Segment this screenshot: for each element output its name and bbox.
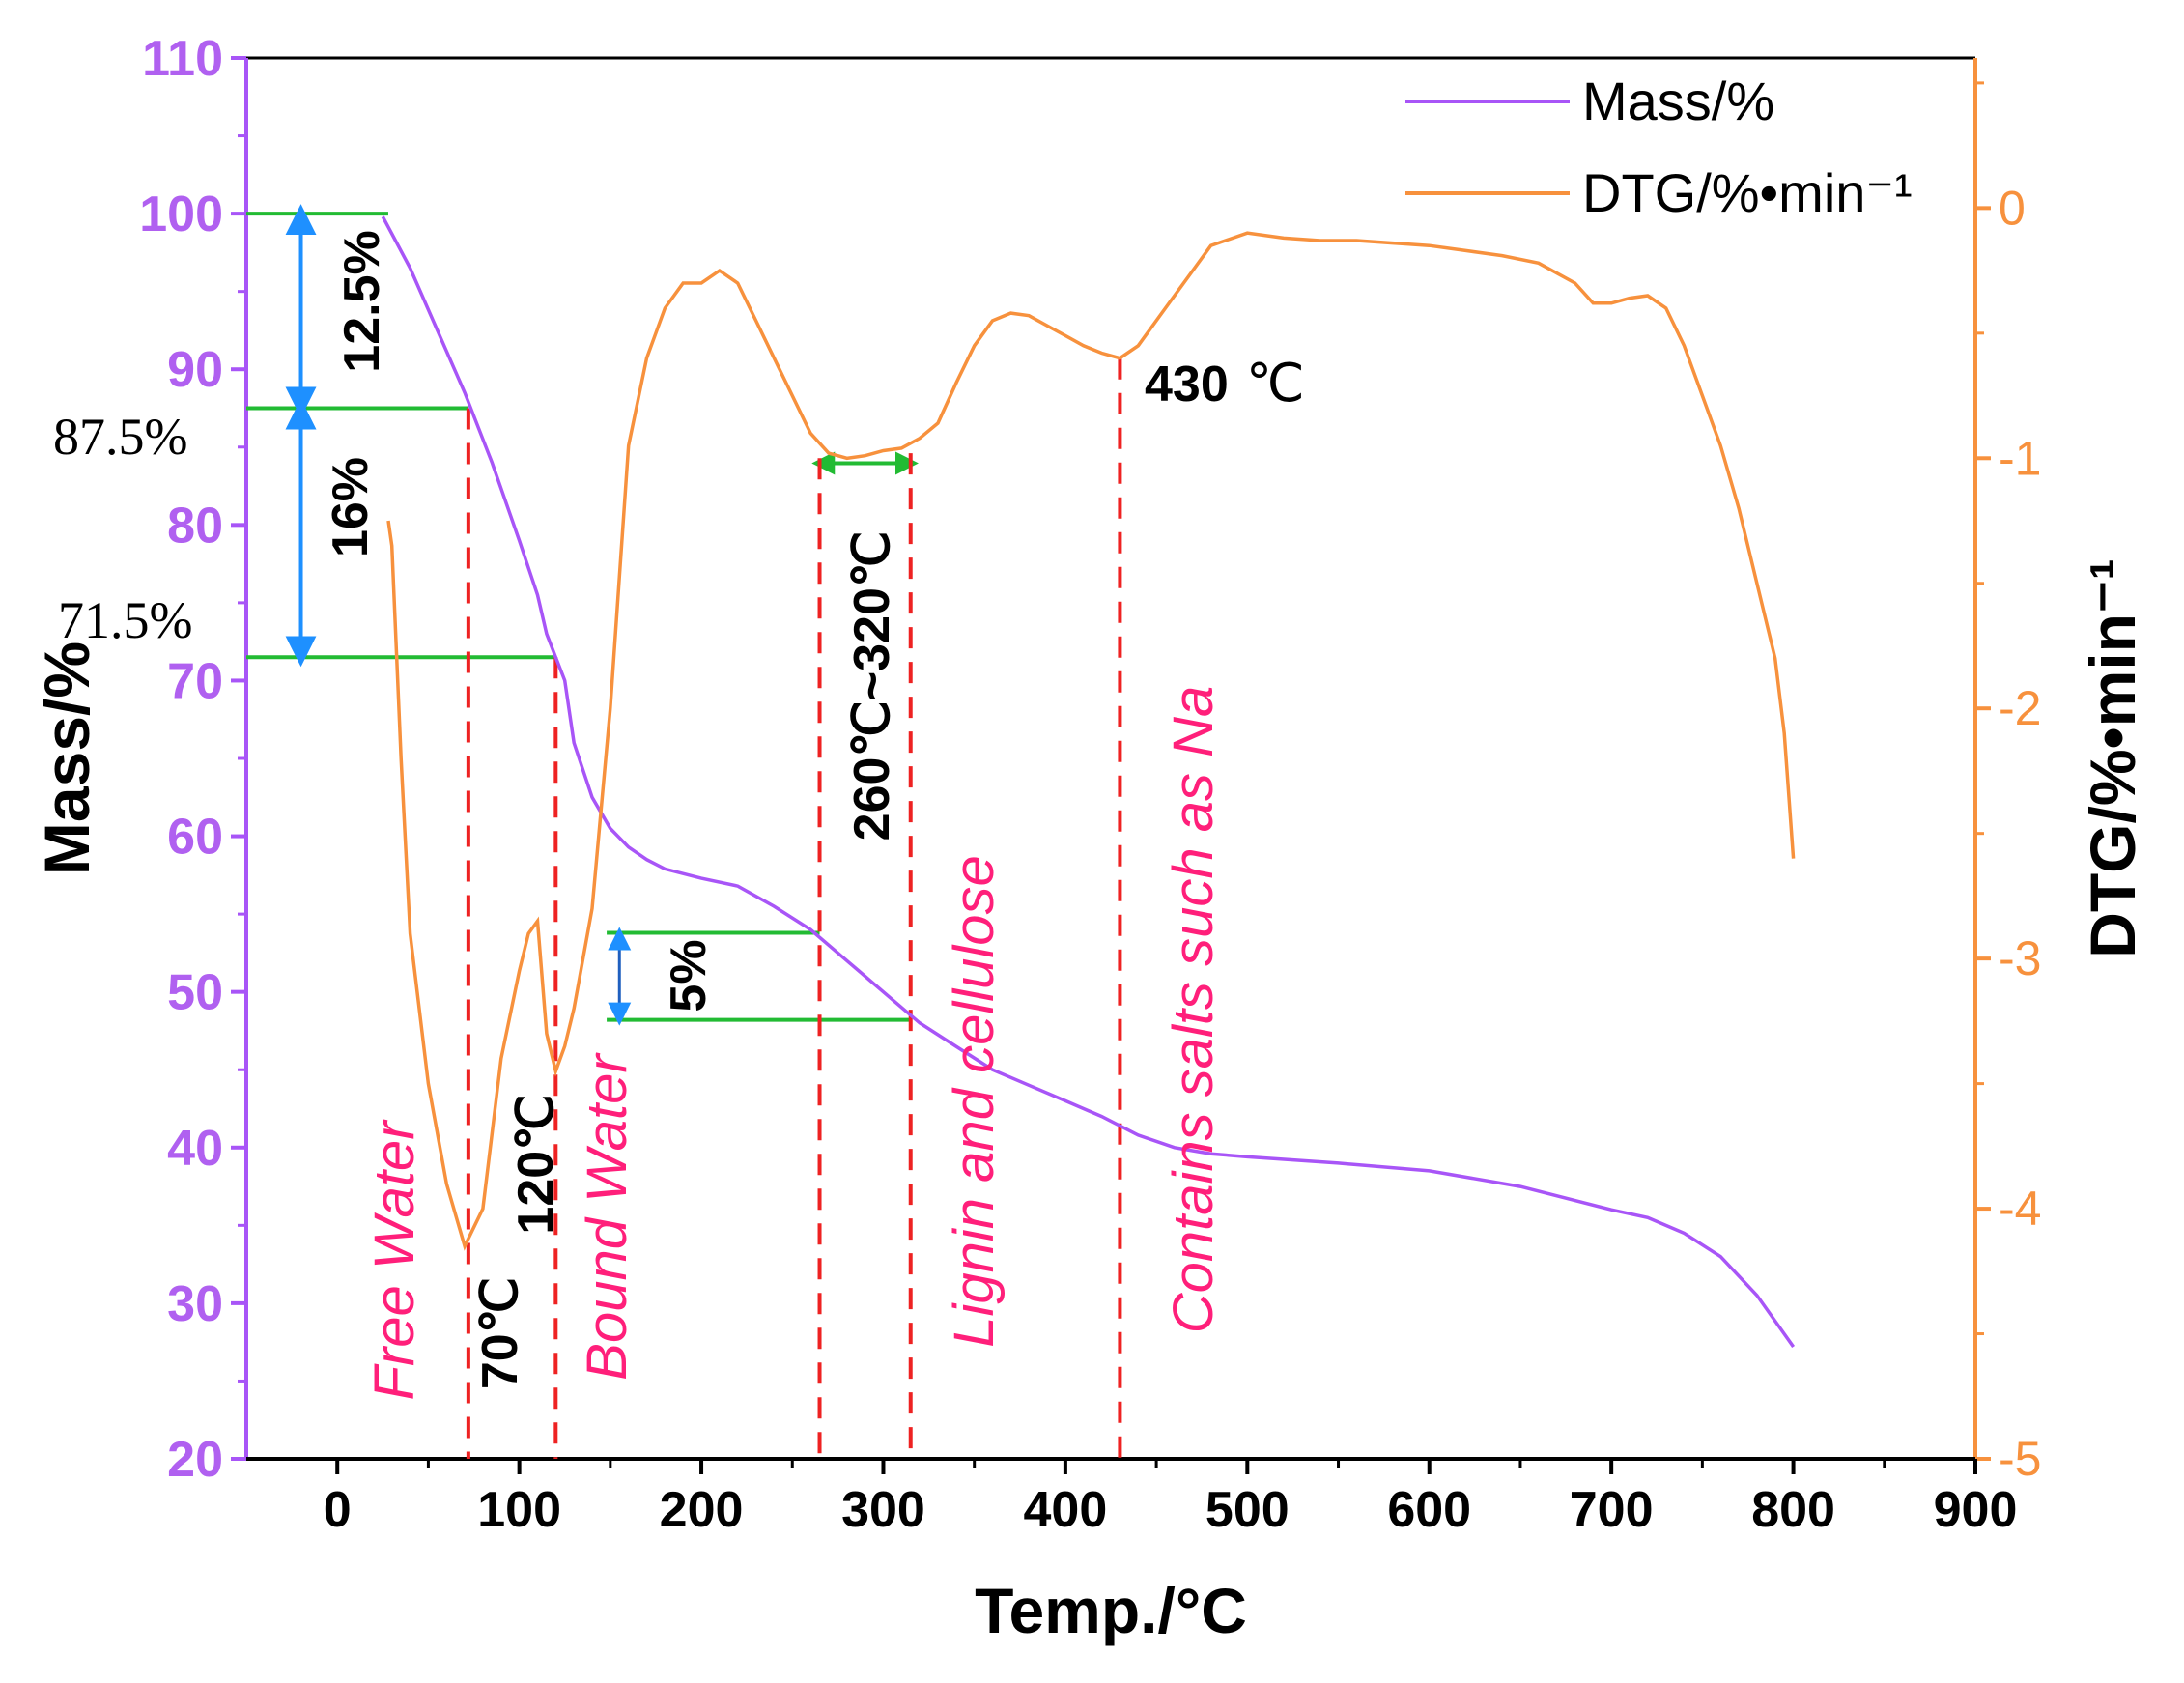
y-axis-title: Mass/% xyxy=(31,642,102,875)
label-430-unit: ℃ xyxy=(1246,355,1305,413)
y-tick-label: 80 xyxy=(167,498,223,554)
label-87-5: 87.5% xyxy=(53,408,187,466)
label-260-320: 260℃~320℃ xyxy=(844,531,900,842)
label-430: 430 xyxy=(1145,357,1229,413)
label-5: 5% xyxy=(661,939,717,1012)
x-tick-label: 0 xyxy=(324,1482,352,1538)
y-tick-label: 60 xyxy=(167,810,223,866)
annotation-lines xyxy=(246,204,1122,1459)
y-tick-label: 90 xyxy=(167,342,223,398)
label-120c: 120℃ xyxy=(508,1094,564,1234)
y-tick-label: 100 xyxy=(139,186,223,242)
y2-tick-label: -4 xyxy=(1999,1182,2041,1236)
x-tick-label: 700 xyxy=(1570,1482,1654,1538)
y2-tick-label: -2 xyxy=(1999,681,2041,735)
y2-tick-label: -5 xyxy=(1999,1432,2041,1486)
x-tick-label: 400 xyxy=(1024,1482,1108,1538)
x-tick-label: 200 xyxy=(660,1482,744,1538)
y2-axis-title: DTG/%•min⁻¹ xyxy=(2077,558,2148,958)
legend: Mass/% DTG/%•min⁻¹ xyxy=(1405,71,1913,223)
left-axis-ticks: 20 30 40 50 60 70 80 90 100 110 xyxy=(139,31,246,1488)
x-axis-title: Temp./°C xyxy=(975,1575,1247,1646)
x-tick-label: 600 xyxy=(1387,1482,1471,1538)
y-tick-label: 110 xyxy=(142,31,223,87)
y2-tick-label: -1 xyxy=(1999,431,2041,485)
label-70c: 70℃ xyxy=(472,1277,528,1389)
y-tick-label: 20 xyxy=(167,1432,223,1488)
x-axis-ticks: 0 100 200 300 400 500 600 700 800 900 xyxy=(324,1459,2018,1538)
y2-tick-label: 0 xyxy=(1999,181,2026,235)
y-tick-label: 30 xyxy=(167,1276,223,1332)
x-tick-label: 800 xyxy=(1751,1482,1835,1538)
x-tick-label: 300 xyxy=(841,1482,925,1538)
right-axis-ticks: -5 -4 -3 -2 -1 0 xyxy=(1975,81,2041,1486)
legend-mass-label: Mass/% xyxy=(1582,71,1774,131)
y-tick-label: 40 xyxy=(167,1121,223,1177)
label-free-water: Free Water xyxy=(363,1119,426,1401)
label-12-5: 12.5% xyxy=(334,230,390,372)
label-bound-water: Bound Water xyxy=(576,1052,638,1381)
y-tick-label: 50 xyxy=(167,965,223,1021)
label-71-5: 71.5% xyxy=(58,591,192,649)
mass-series-line xyxy=(381,215,1796,1349)
label-lignin: Lignin and cellulose xyxy=(943,855,1006,1347)
label-salts: Contains salts such as Na xyxy=(1162,686,1225,1334)
legend-dtg-label: DTG/%•min⁻¹ xyxy=(1582,162,1913,223)
y-tick-label: 70 xyxy=(167,653,223,709)
y2-tick-label: -3 xyxy=(1999,931,2041,985)
x-tick-label: 900 xyxy=(1934,1482,2018,1538)
x-tick-label: 100 xyxy=(477,1482,561,1538)
dtg-series-line xyxy=(386,231,1796,1251)
x-tick-label: 500 xyxy=(1205,1482,1290,1538)
label-16: 16% xyxy=(323,457,379,557)
